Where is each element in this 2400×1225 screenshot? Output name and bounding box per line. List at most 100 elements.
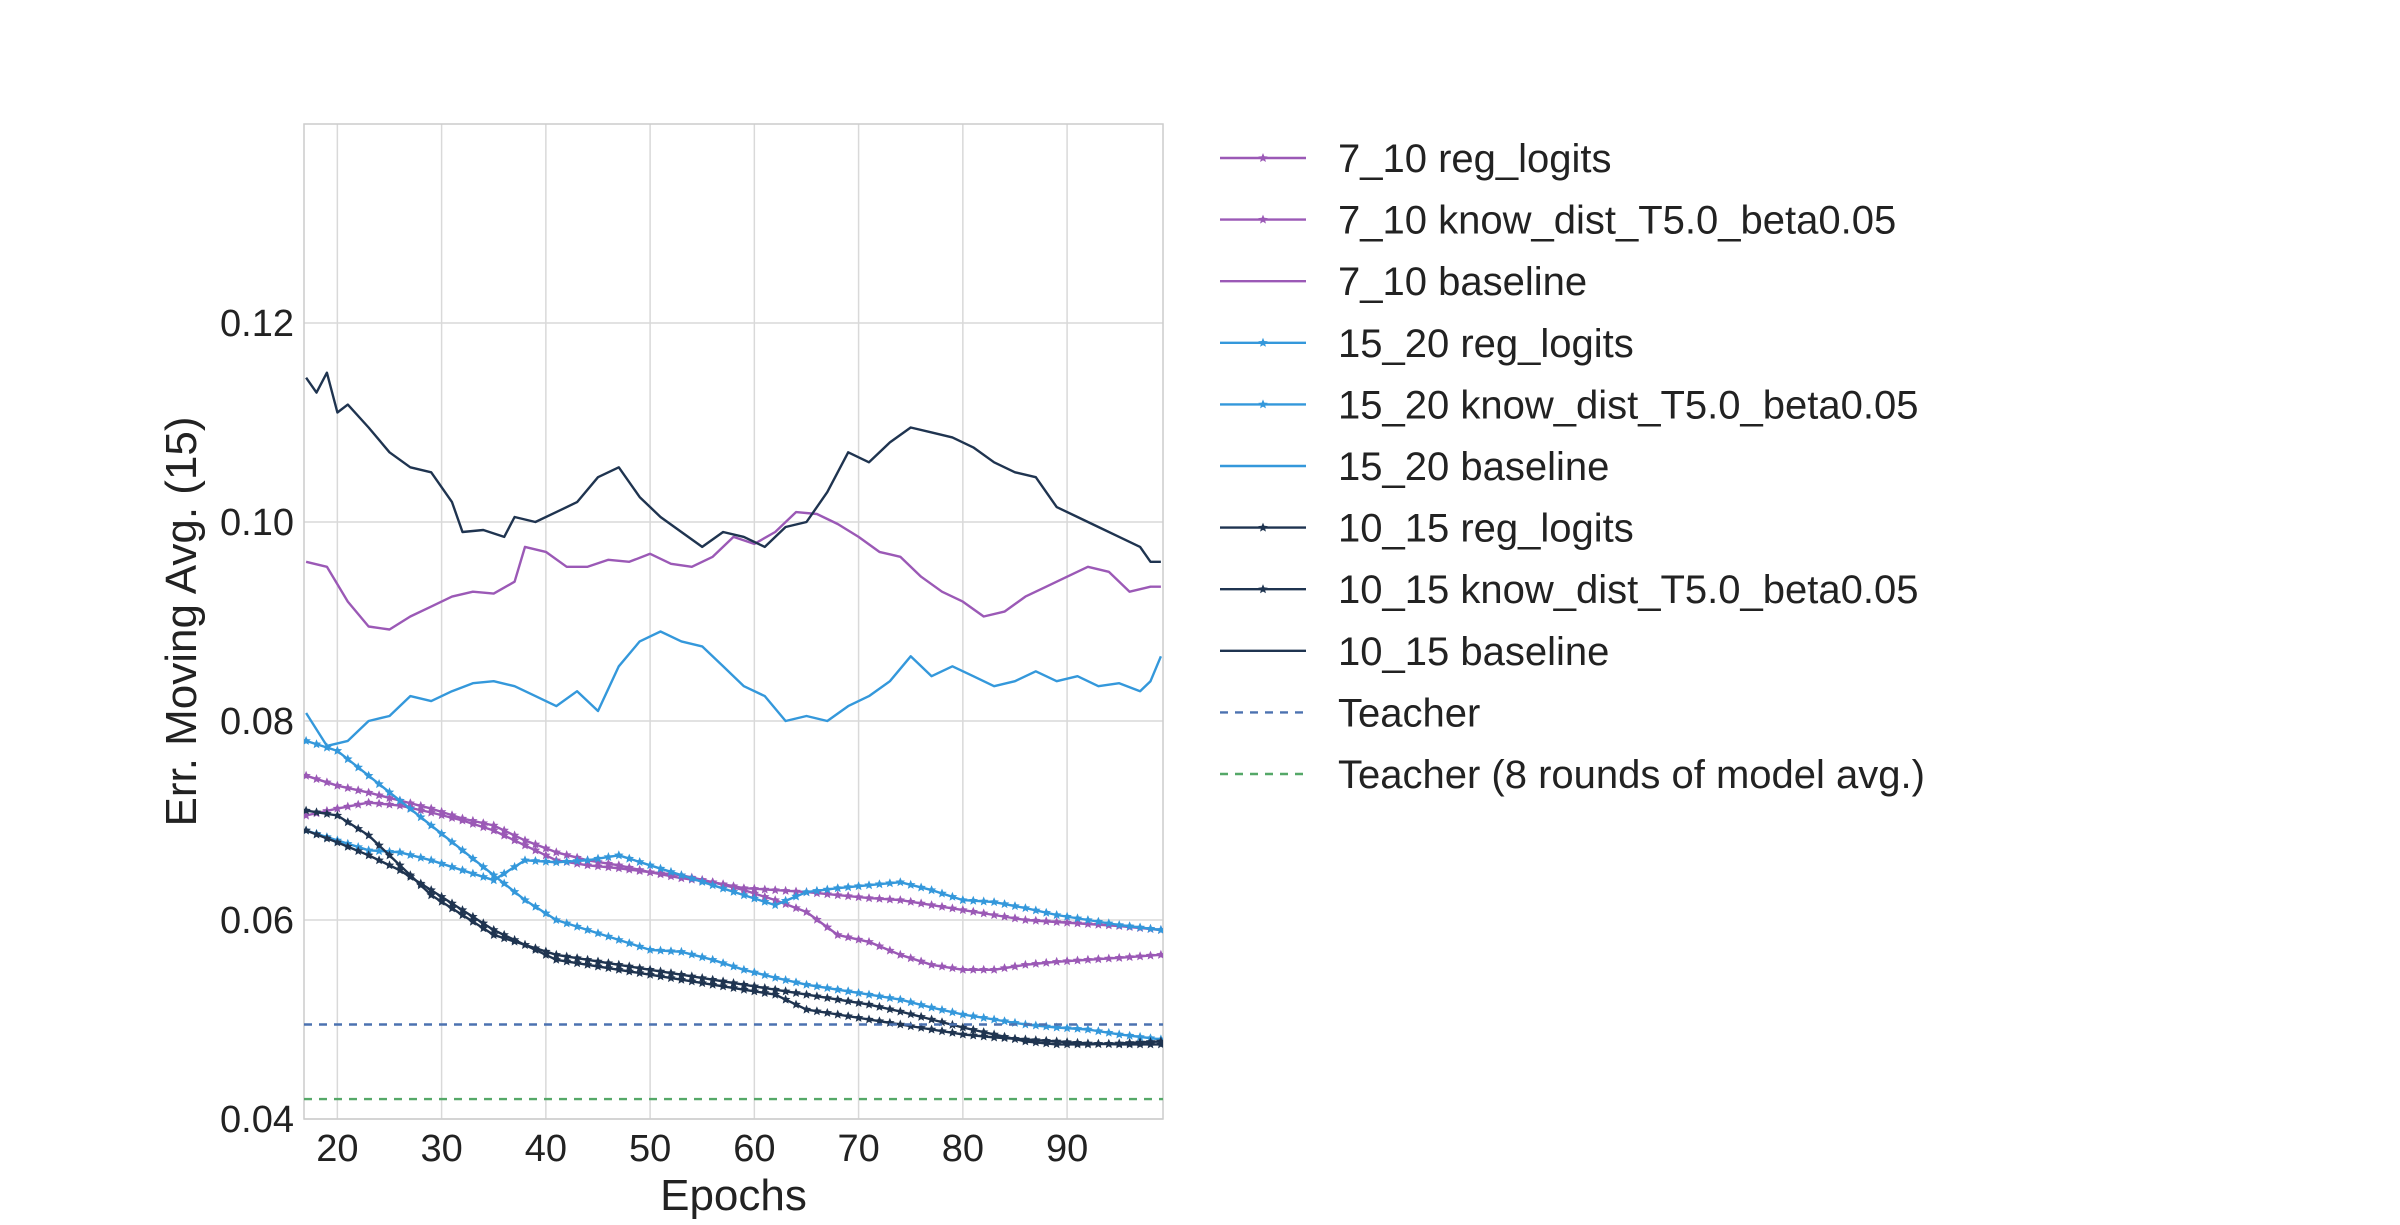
x-tick-label: 60 bbox=[733, 1128, 775, 1170]
series-marker bbox=[770, 885, 780, 895]
series-marker bbox=[363, 850, 374, 860]
series-layer bbox=[304, 371, 1163, 1101]
series-marker bbox=[1145, 950, 1156, 960]
series-marker bbox=[1072, 1039, 1083, 1049]
series-marker bbox=[374, 798, 384, 808]
series-marker bbox=[1041, 1021, 1051, 1031]
series-marker bbox=[499, 933, 509, 943]
series-marker bbox=[812, 1006, 822, 1016]
series-marker bbox=[697, 973, 707, 983]
x-tick-label: 40 bbox=[525, 1128, 567, 1170]
series-marker bbox=[593, 961, 603, 971]
series-marker bbox=[509, 830, 520, 840]
series-marker bbox=[582, 860, 593, 870]
series-marker bbox=[447, 861, 457, 871]
legend-item: Teacher bbox=[1220, 691, 1480, 735]
series-marker bbox=[1114, 1038, 1124, 1048]
series-marker bbox=[780, 895, 791, 905]
series-marker bbox=[551, 915, 561, 924]
series-marker bbox=[989, 964, 999, 974]
series-marker bbox=[1135, 1037, 1145, 1047]
series-marker bbox=[509, 886, 520, 896]
series-marker bbox=[593, 928, 603, 938]
series-marker bbox=[937, 901, 947, 911]
series-marker bbox=[468, 868, 478, 878]
series-marker bbox=[551, 954, 561, 964]
series-marker bbox=[978, 908, 989, 918]
series-marker bbox=[1156, 949, 1163, 959]
series-marker bbox=[624, 853, 634, 863]
series-marker bbox=[916, 999, 926, 1009]
series-marker bbox=[572, 856, 582, 865]
series-marker bbox=[895, 994, 906, 1004]
series-marker bbox=[332, 810, 343, 820]
series-marker bbox=[468, 853, 478, 863]
series-marker bbox=[822, 922, 833, 932]
series-marker bbox=[1093, 919, 1104, 929]
series-marker bbox=[1010, 901, 1020, 911]
series-marker bbox=[676, 946, 687, 956]
series-marker bbox=[353, 785, 363, 795]
series-marker bbox=[655, 863, 666, 873]
legend-item: 7_10 know_dist_T5.0_beta0.05 bbox=[1220, 199, 1896, 243]
series-marker bbox=[1041, 907, 1051, 917]
series-marker bbox=[770, 900, 780, 910]
series-marker bbox=[728, 961, 739, 971]
series-marker bbox=[916, 882, 926, 892]
series-marker bbox=[926, 885, 937, 895]
series-marker bbox=[989, 1032, 999, 1042]
series-marker bbox=[655, 869, 666, 879]
series-marker bbox=[614, 934, 624, 944]
series-marker bbox=[499, 825, 509, 835]
series-marker bbox=[489, 820, 499, 830]
series-marker bbox=[978, 1027, 989, 1037]
series-marker bbox=[801, 979, 812, 989]
series-marker bbox=[666, 946, 676, 956]
series-marker bbox=[958, 1022, 968, 1032]
series-marker bbox=[614, 964, 624, 974]
series-marker bbox=[1041, 1038, 1051, 1048]
series-marker bbox=[906, 896, 916, 906]
series-marker bbox=[468, 916, 478, 926]
series-marker bbox=[999, 911, 1010, 921]
series-marker bbox=[1020, 1036, 1031, 1046]
series-marker bbox=[812, 981, 822, 991]
series-marker bbox=[958, 1009, 968, 1019]
series-marker bbox=[874, 1001, 885, 1011]
series-marker bbox=[311, 774, 322, 784]
series-marker bbox=[999, 963, 1010, 973]
series-marker bbox=[1041, 957, 1051, 967]
series-marker bbox=[363, 797, 374, 807]
series-marker bbox=[874, 879, 885, 889]
series-marker bbox=[1083, 954, 1093, 964]
series-marker bbox=[749, 883, 760, 893]
series-marker bbox=[937, 1026, 947, 1036]
series-marker bbox=[874, 893, 885, 903]
series-marker bbox=[760, 988, 770, 997]
series-marker bbox=[655, 945, 666, 955]
series-marker bbox=[666, 866, 676, 876]
series-marker bbox=[853, 934, 864, 944]
series-3 bbox=[304, 825, 1163, 934]
series-marker bbox=[739, 984, 749, 994]
series-marker bbox=[1062, 956, 1072, 966]
series-marker bbox=[322, 808, 332, 818]
series-line bbox=[305, 829, 1161, 1046]
series-marker bbox=[478, 861, 489, 871]
series-marker bbox=[655, 966, 666, 976]
series-marker bbox=[645, 944, 655, 954]
series-marker bbox=[561, 918, 572, 928]
series-marker bbox=[384, 860, 395, 870]
series-marker bbox=[968, 906, 978, 916]
legend-label: 15_20 reg_logits bbox=[1338, 322, 1634, 366]
x-tick-label: 50 bbox=[629, 1128, 671, 1170]
legend-label: 10_15 know_dist_T5.0_beta0.05 bbox=[1338, 568, 1918, 612]
series-marker bbox=[801, 1004, 812, 1014]
series-marker bbox=[603, 858, 614, 868]
series-marker bbox=[676, 974, 687, 984]
series-marker bbox=[1031, 1037, 1041, 1047]
series-marker bbox=[791, 977, 801, 987]
series-marker bbox=[718, 958, 728, 968]
series-marker bbox=[801, 989, 812, 999]
series-marker bbox=[634, 864, 645, 874]
